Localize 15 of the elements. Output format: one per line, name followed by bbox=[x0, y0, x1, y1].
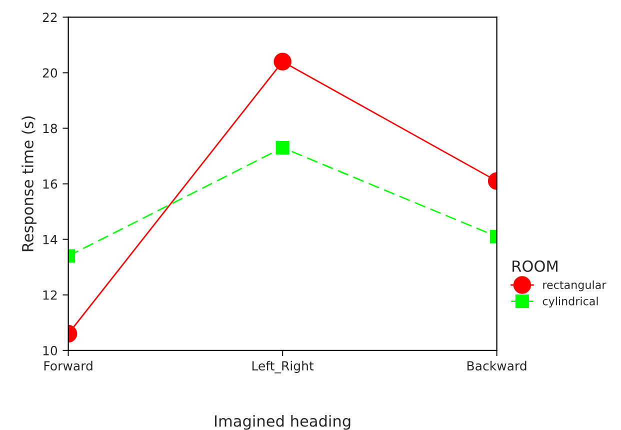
y-tick-label: 12 bbox=[43, 290, 57, 300]
x-tick-label: Backward bbox=[467, 360, 526, 371]
x-tick-label: Left_Right bbox=[252, 360, 314, 374]
y-tick-label: 20 bbox=[42, 68, 58, 78]
y-tick-label: 22 bbox=[42, 12, 57, 22]
y-tick-label: 16 bbox=[43, 179, 58, 189]
y-tick-label: 10 bbox=[43, 346, 58, 356]
x-tick-label: Forward bbox=[44, 360, 92, 371]
x-axis-title: Imagined heading bbox=[215, 414, 350, 430]
legend-title: ROOM bbox=[512, 260, 558, 272]
legend-label: rectangular bbox=[543, 280, 606, 292]
legend-label: cylindrical bbox=[542, 296, 598, 308]
y-tick-label: 18 bbox=[43, 124, 58, 134]
y-tick-label: 14 bbox=[43, 235, 58, 244]
y-axis-title: Response time (s) bbox=[22, 116, 36, 252]
